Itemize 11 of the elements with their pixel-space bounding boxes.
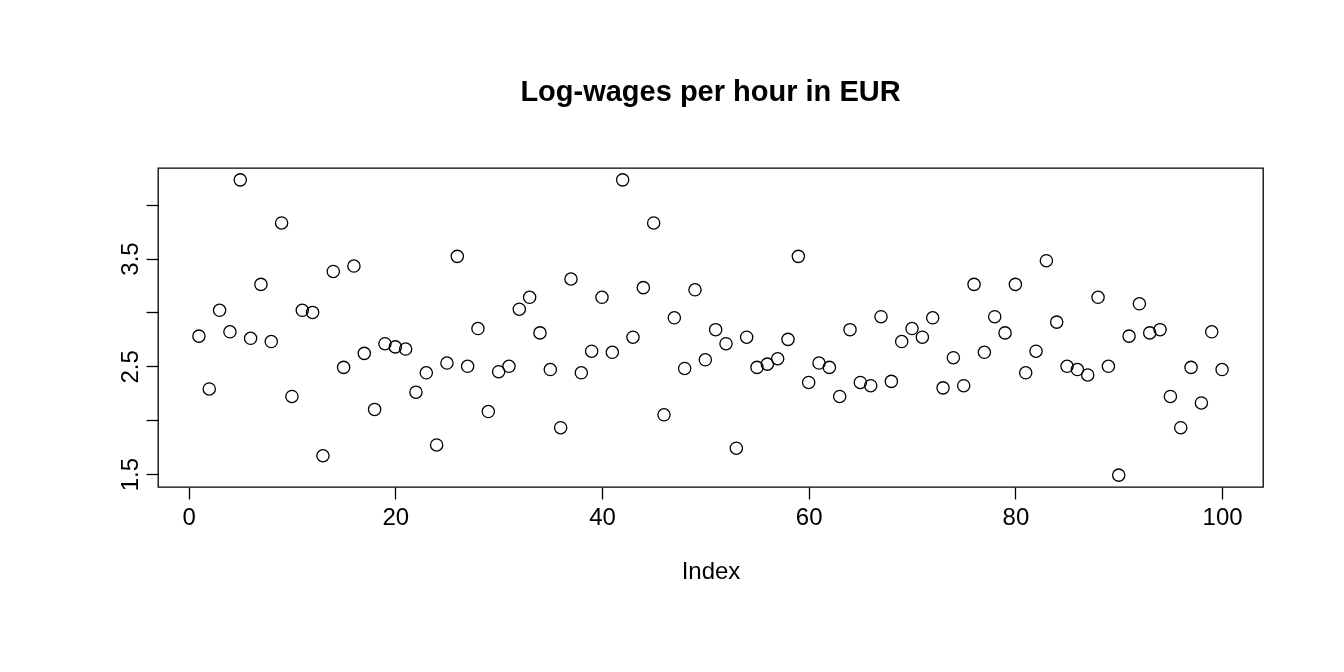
- x-axis-title: Index: [681, 556, 741, 584]
- x-tick-label: 80: [1002, 502, 1030, 530]
- y-tick-label: 1.5: [115, 457, 143, 492]
- y-tick-label: 3.5: [115, 242, 143, 276]
- x-tick-label: 60: [795, 502, 823, 530]
- y-tick-label: 2.5: [115, 350, 143, 384]
- x-tick-label: 100: [1202, 502, 1243, 530]
- x-tick-label: 20: [382, 502, 410, 530]
- chart-title: Log-wages per hour in EUR: [520, 75, 901, 107]
- x-tick-label: 40: [589, 502, 616, 530]
- x-tick-label: 0: [182, 502, 196, 530]
